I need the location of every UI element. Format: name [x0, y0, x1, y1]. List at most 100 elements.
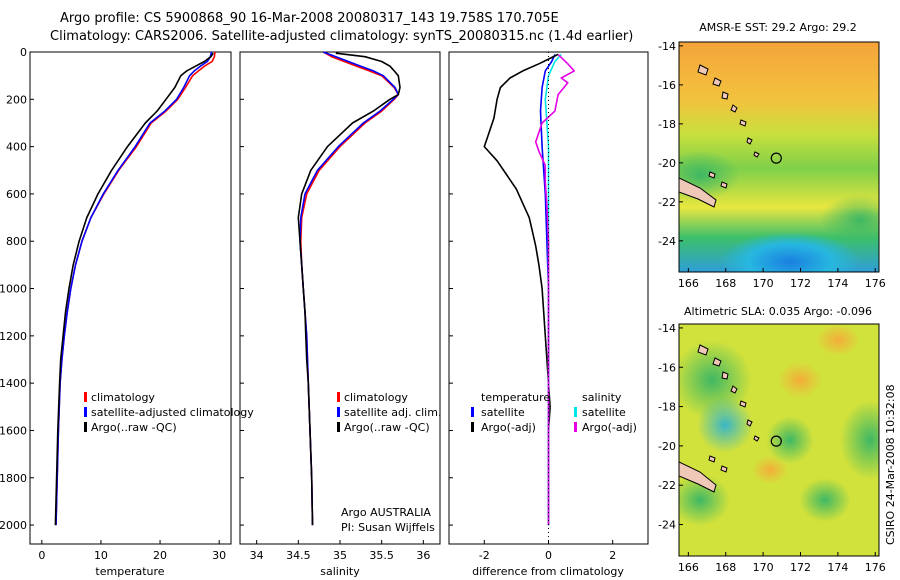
legend-label-temp-satellite: satellite [481, 406, 525, 419]
x-tick-label: 30 [212, 549, 226, 562]
sst-cold-pool [720, 232, 860, 272]
legend-swatch-satellite-adjusted [84, 407, 87, 417]
x-tick-label: 35.5 [369, 549, 394, 562]
legend-label-climatology: climatology [344, 391, 408, 404]
legend-heading-salinity: salinity [582, 391, 622, 404]
sla-blob [778, 362, 822, 398]
legend-label-temp-argo: Argo(-adj) [481, 421, 536, 434]
sla-map-frame [678, 323, 880, 557]
argo-credit-line1: Argo AUSTRALIA [341, 506, 431, 519]
legend-label-sal-satellite: satellite [582, 406, 626, 419]
sla-loyalty-islands [708, 455, 728, 473]
map-y-tick-label: -18 [658, 401, 676, 414]
map-x-tick-label: 176 [865, 277, 886, 290]
legend-label-climatology: climatology [91, 391, 155, 404]
map-y-tick-label: -24 [658, 235, 676, 248]
sst-argo-marker [770, 152, 782, 164]
legend-swatch-climatology [337, 392, 340, 402]
difference-legend: temperature satellite Argo(-adj) salinit… [471, 391, 637, 434]
x-tick-label: 20 [153, 549, 167, 562]
map-y-tick-label: -22 [658, 196, 676, 209]
x-tick-label: 34.5 [286, 549, 311, 562]
x-tick-label: -2 [479, 549, 490, 562]
argo-credit-line2: PI: Susan Wijffels [341, 521, 435, 534]
series-line-climatology [299, 51, 400, 526]
y-tick-label: 400 [6, 141, 27, 154]
map-x-tick-label: 166 [678, 277, 699, 290]
legend-label-argo: Argo(..raw -QC) [344, 421, 430, 434]
map-y-tick-label: -20 [658, 440, 676, 453]
x-tick-label: 35 [333, 549, 347, 562]
map-x-tick-label: 170 [753, 277, 774, 290]
salinity-plot: 34 34.5 35 35.5 36 [240, 51, 430, 562]
legend-label-argo: Argo(..raw -QC) [91, 421, 177, 434]
legend-swatch-temp-satellite [471, 407, 474, 417]
y-tick-label: 1400 [0, 377, 27, 390]
y-tick-label: 1800 [0, 472, 27, 485]
x-tick-label: 2 [609, 549, 616, 562]
x-tick-label: 0 [38, 549, 45, 562]
x-tick-label: 10 [94, 549, 108, 562]
legend-swatch-argo [84, 422, 87, 432]
temperature-legend: climatology satellite-adjusted climatolo… [84, 391, 254, 434]
map-y-tick-label: -24 [658, 519, 676, 532]
sla-map [679, 324, 879, 556]
legend-label-sal-argo: Argo(-adj) [582, 421, 637, 434]
sla-argo-marker [770, 435, 782, 447]
difference-xlabel: difference from climatology [472, 565, 624, 578]
map-y-tick-label: -20 [658, 157, 676, 170]
y-tick-label: 0 [20, 46, 27, 59]
sla-blob [679, 474, 730, 526]
map-y-tick-label: -14 [658, 322, 676, 335]
legend-swatch-sal-satellite [574, 407, 577, 417]
map-y-tick-label: -14 [658, 40, 676, 53]
sst-map [679, 42, 879, 272]
sla-blob [799, 478, 851, 522]
map-x-tick-label: 168 [715, 561, 736, 574]
map-x-tick-label: 174 [827, 561, 848, 574]
sla-map-axes: 166 168 170 172 174 176 -14 -16 -18 -20 -22 -24 [658, 322, 886, 574]
y-tick-label: 1200 [0, 330, 27, 343]
map-y-tick-label: -16 [658, 79, 676, 92]
sst-green-east [820, 195, 879, 245]
salinity-legend: climatology satellite adj. clim. Argo(..… [337, 391, 441, 434]
y-tick-label: 1000 [0, 283, 27, 296]
legend-swatch-temp-argo [471, 422, 474, 432]
sst-map-title: AMSR-E SST: 29.2 Argo: 29.2 [699, 21, 857, 34]
map-y-tick-label: -18 [658, 118, 676, 131]
series-line-argo-raw-qc- [297, 52, 401, 526]
temperature-plot: 0 10 20 30 0 200 400 600 800 1000 1200 1400 1600 1800… [0, 46, 226, 562]
legend-heading-temperature: temperature [481, 391, 550, 404]
series-line-salinity-argo-adj- [534, 53, 576, 526]
map-x-tick-label: 174 [827, 277, 848, 290]
sst-map-axes: 166 168 170 172 174 176 -14 -16 -18 -20 -22 -24 [658, 40, 886, 290]
legend-label-satellite-adjusted: satellite-adjusted climatology [91, 406, 254, 419]
salinity-xlabel: salinity [320, 565, 360, 578]
map-x-tick-label: 172 [790, 277, 811, 290]
sla-island-chain [697, 344, 760, 442]
y-tick-label: 2000 [0, 519, 27, 532]
sla-map-title: Altimetric SLA: 0.035 Argo: -0.096 [684, 305, 872, 318]
sst-island-chain [697, 64, 760, 158]
legend-label-satellite-adj: satellite adj. clim. [344, 406, 441, 419]
legend-swatch-climatology [84, 392, 87, 402]
x-tick-label: 0 [545, 549, 552, 562]
map-y-tick-label: -16 [658, 361, 676, 374]
map-x-tick-label: 166 [678, 561, 699, 574]
series-line-temperature-argo-adj- [483, 53, 559, 526]
series-line-satellite-adjusted-climatology [55, 51, 213, 526]
sla-blob [697, 397, 753, 453]
sla-new-caledonia [679, 461, 717, 493]
map-y-tick-label: -22 [658, 479, 676, 492]
legend-swatch-satellite-adj [337, 407, 340, 417]
y-tick-label: 600 [6, 188, 27, 201]
salinity-axes [239, 51, 441, 545]
x-tick-label: 36 [416, 549, 430, 562]
map-x-tick-label: 170 [753, 561, 774, 574]
figure-title-line2: Climatology: CARS2006. Satellite-adjuste… [50, 29, 633, 44]
series-line-satellite-adj-clim- [299, 51, 400, 526]
sst-map-frame [678, 41, 880, 273]
legend-swatch-sal-argo [574, 422, 577, 432]
sst-new-caledonia [679, 177, 717, 208]
